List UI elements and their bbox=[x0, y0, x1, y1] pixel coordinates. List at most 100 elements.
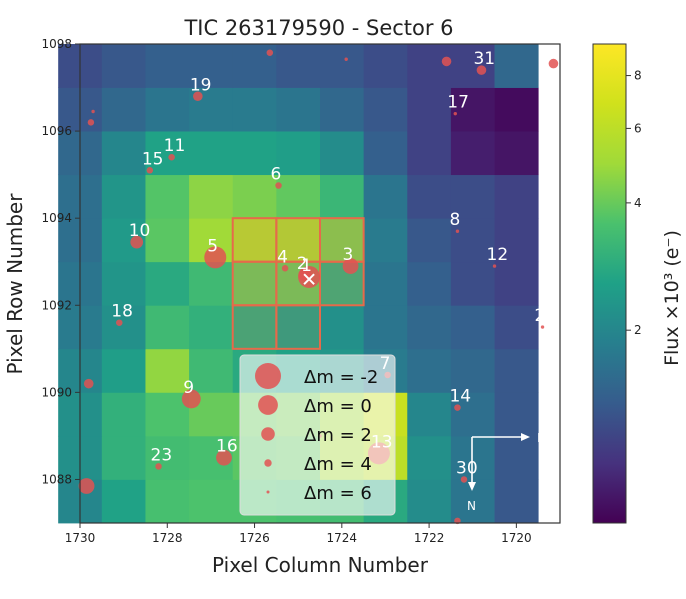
heatmap-cell bbox=[276, 218, 321, 263]
heatmap-cell bbox=[363, 174, 408, 219]
star-marker bbox=[275, 182, 282, 189]
heatmap-cell bbox=[276, 44, 321, 88]
star-marker bbox=[168, 153, 175, 161]
heatmap-cell bbox=[450, 131, 495, 176]
heatmap-cell bbox=[101, 392, 146, 437]
heatmap-cell bbox=[232, 305, 277, 350]
legend-marker bbox=[258, 395, 278, 415]
heatmap-cell bbox=[363, 305, 408, 350]
star-marker bbox=[540, 325, 545, 329]
star-label: 10 bbox=[129, 221, 151, 241]
aperture-pixel bbox=[275, 217, 322, 263]
star-label: 9 bbox=[183, 378, 194, 398]
heatmap-cell bbox=[189, 131, 234, 176]
star-marker bbox=[476, 65, 487, 75]
legend-marker bbox=[255, 363, 281, 389]
heatmap-cell bbox=[101, 479, 146, 524]
heatmap-cell bbox=[494, 392, 539, 437]
heatmap-cell bbox=[189, 174, 234, 219]
heatmap-cell bbox=[232, 131, 277, 176]
heatmap-cell bbox=[320, 131, 365, 176]
legend-label: Δm = -2 bbox=[304, 367, 378, 388]
heatmap-cell bbox=[407, 174, 452, 219]
legend-marker bbox=[266, 490, 270, 494]
aperture-pixel bbox=[231, 260, 278, 307]
star-label: 16 bbox=[216, 437, 238, 457]
heatmap-cell bbox=[494, 348, 539, 393]
aperture-pixel bbox=[231, 217, 278, 263]
heatmap-cell bbox=[407, 218, 452, 263]
star-markers bbox=[78, 49, 559, 525]
heatmap-cell bbox=[320, 87, 365, 132]
heatmap-cell bbox=[145, 305, 190, 350]
heatmap-cell bbox=[494, 218, 539, 263]
heatmap-cell bbox=[407, 261, 452, 306]
heatmap-cell bbox=[320, 305, 365, 350]
east-arrow-head bbox=[521, 433, 530, 441]
heatmap-cell bbox=[450, 87, 495, 132]
star-label: 23 bbox=[151, 445, 173, 465]
y-tick-label: 1094 bbox=[41, 211, 72, 225]
y-axis-ticks: 1088 1090 1092 1094 1096 1098 bbox=[41, 37, 80, 486]
plot-frame bbox=[79, 43, 561, 524]
north-arrow-head bbox=[468, 482, 476, 491]
star-marker bbox=[441, 56, 452, 67]
star-label: 31 bbox=[473, 49, 495, 69]
x-tick-label: 1726 bbox=[239, 531, 270, 545]
heatmap-cell bbox=[101, 44, 146, 88]
heatmap-cell bbox=[494, 174, 539, 219]
star-marker bbox=[460, 476, 468, 483]
compass-rose: E N bbox=[467, 431, 545, 513]
heatmap-cell bbox=[276, 174, 321, 219]
heatmap-cell bbox=[363, 87, 408, 132]
star-marker bbox=[193, 91, 203, 102]
heatmap-cell bbox=[189, 44, 234, 88]
legend-label: Δm = 0 bbox=[304, 396, 372, 417]
star-marker bbox=[342, 258, 359, 274]
star-marker bbox=[155, 463, 162, 470]
star-marker bbox=[83, 378, 94, 389]
heatmap-cell bbox=[363, 218, 408, 263]
heatmap-cell bbox=[145, 44, 190, 88]
star-label: 19 bbox=[190, 75, 212, 95]
heatmap-cell bbox=[407, 131, 452, 176]
heatmap-cell bbox=[363, 131, 408, 176]
heatmap-cell bbox=[101, 305, 146, 350]
star-marker bbox=[181, 389, 201, 409]
star-marker bbox=[204, 246, 227, 269]
heatmap-cell bbox=[320, 218, 365, 263]
heatmap-cell bbox=[320, 44, 365, 88]
heatmap-cell bbox=[320, 174, 365, 219]
colorbar-tick-label: 6 bbox=[634, 121, 642, 135]
star-marker bbox=[87, 119, 95, 126]
heatmap-cell bbox=[363, 44, 408, 88]
colorbar-label: Flux ×10³ (e⁻) bbox=[661, 230, 683, 366]
star-label: 14 bbox=[449, 387, 471, 407]
heatmap-cell bbox=[189, 479, 234, 524]
heatmap-cell bbox=[450, 305, 495, 350]
heatmap-cell bbox=[232, 87, 277, 132]
star-label: 4 bbox=[277, 247, 288, 267]
legend-label: Δm = 4 bbox=[304, 454, 372, 475]
legend: Δm = -2 Δm = 0 Δm = 2 Δm = 4 Δm = 6 bbox=[239, 354, 396, 516]
heatmap-cell bbox=[407, 305, 452, 350]
star-label: 6 bbox=[271, 165, 282, 185]
star-marker bbox=[492, 264, 497, 268]
x-tick-label: 1720 bbox=[501, 531, 532, 545]
y-tick-label: 1090 bbox=[41, 385, 72, 399]
star-label: 17 bbox=[447, 93, 469, 113]
heatmap-cell bbox=[232, 174, 277, 219]
heatmap-cell bbox=[232, 218, 277, 263]
heatmap-cell bbox=[189, 348, 234, 393]
x-tick-label: 1730 bbox=[65, 531, 96, 545]
heatmap-cell bbox=[450, 218, 495, 263]
heatmap-cell bbox=[101, 174, 146, 219]
heatmap-cell bbox=[450, 348, 495, 393]
heatmap-cell bbox=[101, 87, 146, 132]
star-marker bbox=[281, 265, 289, 272]
heatmap-cell bbox=[232, 261, 277, 306]
x-tick-label: 1728 bbox=[152, 531, 183, 545]
heatmap-cell bbox=[450, 261, 495, 306]
heatmap-cell bbox=[145, 261, 190, 306]
